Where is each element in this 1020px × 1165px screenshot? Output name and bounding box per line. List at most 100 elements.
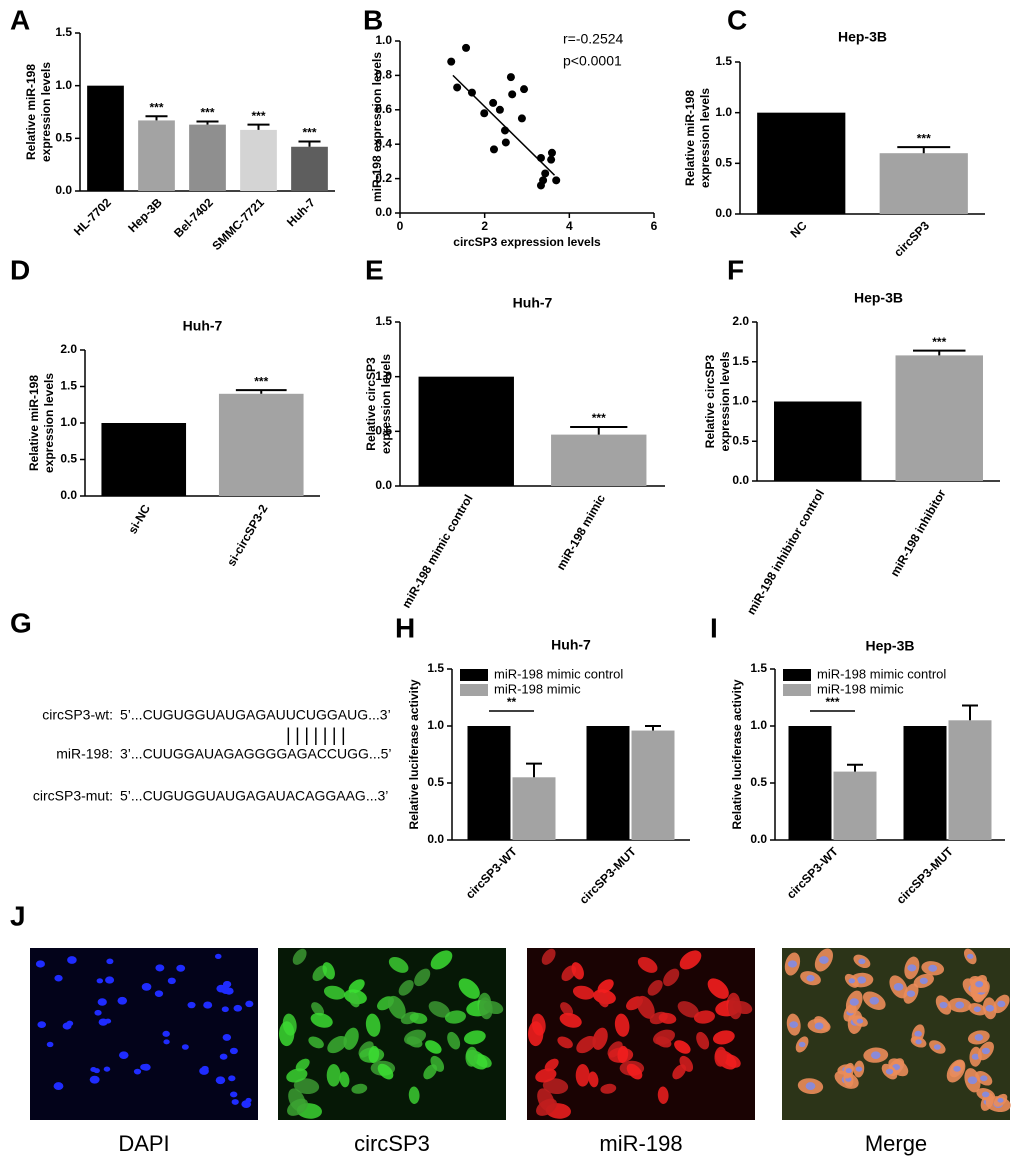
nucleus [167, 977, 176, 985]
point [453, 83, 462, 92]
nucleus [93, 1076, 100, 1082]
error-bar [962, 704, 978, 721]
cell [377, 1063, 394, 1080]
sequence: 5’...CUGUGGUAUGAGAUACAGGAAG...3’ [120, 788, 388, 804]
cell [571, 962, 584, 980]
nucleus [997, 1097, 1004, 1103]
nucleus [118, 1051, 129, 1059]
point [467, 88, 476, 97]
bar [948, 720, 992, 840]
nucleus [154, 990, 164, 997]
nucleus [819, 956, 829, 964]
y-tick-label: 1.0 [715, 105, 732, 119]
nucleus [62, 1022, 72, 1030]
nucleus [37, 1021, 47, 1029]
annotation: p<0.0001 [563, 53, 622, 69]
cell [351, 1083, 368, 1094]
nucleus [806, 974, 815, 982]
x-tick-label: si-NC [125, 502, 153, 536]
nucleus [155, 964, 165, 972]
y-tick-label: 0.2 [375, 171, 392, 185]
x-tick-label: HL-7702 [71, 195, 114, 238]
cell [414, 968, 431, 987]
cell [398, 979, 414, 996]
nucleus [857, 976, 867, 984]
cell [458, 978, 480, 999]
nucleus [967, 1076, 978, 1085]
y-tick-label: 1.5 [55, 25, 72, 39]
bar [895, 355, 983, 481]
cell [409, 1012, 428, 1024]
y-axis-label: Relative miR-198 [683, 90, 697, 186]
cell [560, 1002, 574, 1016]
cell [528, 1021, 544, 1047]
y-tick-label: 1.0 [375, 33, 392, 47]
nucleus [845, 1068, 852, 1074]
cell [672, 1064, 686, 1080]
nucleus [798, 1041, 806, 1048]
cell [388, 956, 409, 973]
y-tick-label: 2.0 [732, 314, 749, 328]
sequence: 5’...CUGUGGUAUGAGAUUCUGGAUG...3’ [120, 707, 391, 723]
point [547, 155, 556, 164]
nucleus [980, 1075, 988, 1082]
x-axis-label: circSP3 expression levels [453, 235, 601, 249]
nucleus [966, 953, 974, 960]
nucleus [971, 1053, 980, 1060]
panel-label: A [10, 4, 30, 35]
nucleus [219, 1053, 228, 1060]
cell [559, 1012, 582, 1028]
cell [693, 1010, 715, 1024]
error-bar [298, 140, 321, 147]
nucleus [997, 1000, 1006, 1008]
point [506, 73, 515, 82]
y-axis-label: expression levels [39, 62, 53, 162]
significance-label: *** [149, 100, 163, 114]
nucleus [973, 1006, 981, 1013]
y-axis-label: Relative luciferase activity [730, 679, 744, 829]
cell [572, 985, 595, 1000]
error-bar [196, 120, 219, 125]
nucleus [224, 987, 234, 995]
nucleus [975, 980, 984, 988]
error-bar [897, 146, 951, 154]
cell [637, 956, 658, 973]
error-bar [645, 725, 661, 731]
y-tick-label: 0.0 [732, 473, 749, 487]
sequence-label: circSP3-wt: [42, 707, 113, 723]
chart-title: Hep-3B [865, 638, 914, 654]
y-tick-label: 0.5 [375, 424, 392, 438]
image-caption: circSP3 [354, 1131, 430, 1156]
nucleus [789, 1021, 799, 1029]
chart-title: Hep-3B [838, 29, 887, 45]
y-axis-label: expression levels [718, 351, 732, 451]
nucleus [106, 958, 114, 965]
y-tick-label: 0.5 [715, 156, 732, 170]
x-tick-label: circSP3-WT [784, 844, 842, 902]
point [520, 85, 529, 94]
nucleus [245, 1000, 254, 1008]
nucleus [94, 1009, 102, 1016]
nucleus [928, 964, 938, 972]
legend-swatch [460, 684, 488, 696]
cell [428, 1001, 450, 1018]
error-bar [145, 115, 168, 121]
nucleus [939, 1001, 948, 1009]
nucleus [163, 1039, 170, 1045]
y-axis-label: expression levels [379, 354, 393, 454]
x-tick-label: 6 [651, 219, 658, 233]
cell [658, 1012, 677, 1024]
panel-label: I [710, 612, 718, 643]
nucleus [955, 1001, 965, 1009]
y-tick-label: 0.5 [427, 775, 444, 789]
point [495, 105, 504, 114]
bar [240, 129, 277, 191]
x-tick-label: miR-198 inhibitor [887, 487, 948, 579]
nucleus [96, 978, 104, 984]
cell [536, 1098, 557, 1116]
cell [447, 1031, 461, 1050]
x-tick-label: Bel-7402 [171, 195, 216, 240]
error-bar [526, 762, 542, 778]
micrograph [30, 948, 258, 1120]
nucleus [907, 964, 917, 972]
